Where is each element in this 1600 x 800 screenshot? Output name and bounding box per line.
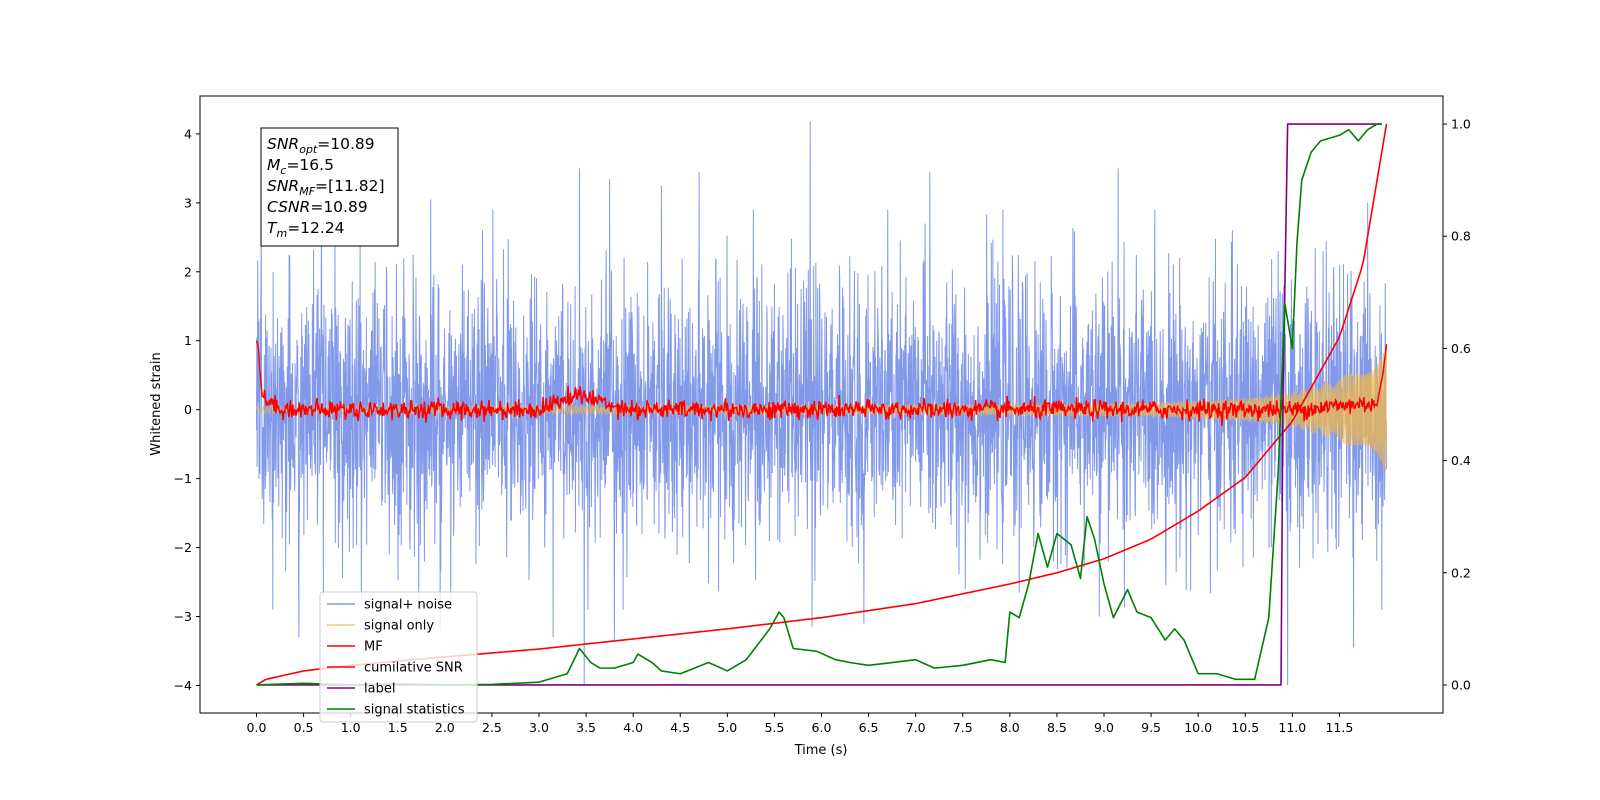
x-tick-label: 11.5 xyxy=(1325,720,1353,735)
x-tick-label: 6.0 xyxy=(812,720,832,735)
x-tick-label: 5.5 xyxy=(764,720,784,735)
y-right-tick-label: 0.6 xyxy=(1451,341,1471,356)
x-tick-label: 1.5 xyxy=(388,720,408,735)
x-tick-label: 9.0 xyxy=(1094,720,1114,735)
x-tick-label: 8.0 xyxy=(1000,720,1020,735)
annotation-frame xyxy=(260,127,399,247)
legend-label: MF xyxy=(364,640,383,655)
legend-frame xyxy=(319,591,478,723)
x-tick-label: 6.5 xyxy=(859,720,879,735)
series-signal-statistics xyxy=(256,123,1382,686)
annotation-line: CSNR=10.89 xyxy=(267,198,368,216)
x-tick-label: 5.0 xyxy=(717,720,737,735)
x-tick-label: 7.0 xyxy=(906,720,926,735)
y-left-tick-label: 4 xyxy=(184,126,192,141)
x-tick-label: 10.0 xyxy=(1184,720,1212,735)
y-left-tick-label: 2 xyxy=(184,264,192,279)
y-left-tick-label: −3 xyxy=(174,609,192,624)
legend-label: signal statistics xyxy=(364,703,465,718)
y-left-tick-label: 3 xyxy=(184,195,192,210)
y-left-tick-label: −2 xyxy=(174,540,192,555)
y-right-tick-label: 0.8 xyxy=(1451,229,1471,244)
annotation-line: SNRopt=10.89 xyxy=(267,135,375,156)
annotation-line: Mc=16.5 xyxy=(267,156,334,177)
series-mf xyxy=(255,340,1388,426)
legend-label: signal+ noise xyxy=(364,598,452,613)
y-right-tick-label: 1.0 xyxy=(1451,117,1471,132)
y-left-tick-label: 0 xyxy=(184,402,192,417)
annotation-box: SNRopt=10.89Mc=16.5SNRMF=[11.82]CSNR=10.… xyxy=(260,127,399,247)
series-label xyxy=(256,123,1382,686)
x-tick-label: 7.5 xyxy=(953,720,973,735)
x-tick-label: 2.0 xyxy=(435,720,455,735)
y-axis-left-label: Whitened strain xyxy=(149,352,164,455)
y-right-tick-label: 0.0 xyxy=(1451,677,1471,692)
y-left-tick-label: 1 xyxy=(184,333,192,348)
x-tick-label: 8.5 xyxy=(1047,720,1067,735)
y-right-tick-label: 0.2 xyxy=(1451,565,1471,580)
x-tick-label: 0.0 xyxy=(247,720,267,735)
legend: signal+ noise signal only MF cumilative SNR… xyxy=(319,591,478,723)
annotation-line: Tm=12.24 xyxy=(267,219,345,240)
x-axis: 0.0 0.5 1.0 1.5 2.0 2.5 3.0 3.5 4.0 4.5 5.0 5.5 6.0 6… xyxy=(247,713,1353,735)
y-axis-left: −4 −3 −2 −1 0 1 2 3 4 xyxy=(174,126,200,693)
x-tick-label: 11.0 xyxy=(1278,720,1306,735)
x-tick-label: 0.5 xyxy=(294,720,314,735)
legend-label: signal only xyxy=(364,619,434,634)
x-tick-label: 3.5 xyxy=(576,720,596,735)
x-tick-label: 9.5 xyxy=(1141,720,1161,735)
x-tick-label: 10.5 xyxy=(1231,720,1259,735)
y-left-tick-label: −1 xyxy=(174,471,192,486)
annotation-line: SNRMF=[11.82] xyxy=(267,177,385,198)
x-axis-label: Time (s) xyxy=(794,743,848,758)
y-axis-right: 0.0 0.2 0.4 0.6 0.8 1.0 xyxy=(1443,117,1471,692)
legend-label: cumilative SNR xyxy=(364,661,463,676)
x-tick-label: 1.0 xyxy=(341,720,361,735)
x-tick-label: 3.0 xyxy=(529,720,549,735)
series-signal-noise xyxy=(256,121,1387,686)
x-tick-label: 4.0 xyxy=(623,720,643,735)
x-tick-label: 4.5 xyxy=(670,720,690,735)
x-tick-label: 2.5 xyxy=(482,720,502,735)
y-right-tick-label: 0.4 xyxy=(1451,453,1471,468)
y-left-tick-label: −4 xyxy=(174,678,192,693)
legend-label: label xyxy=(364,682,395,697)
